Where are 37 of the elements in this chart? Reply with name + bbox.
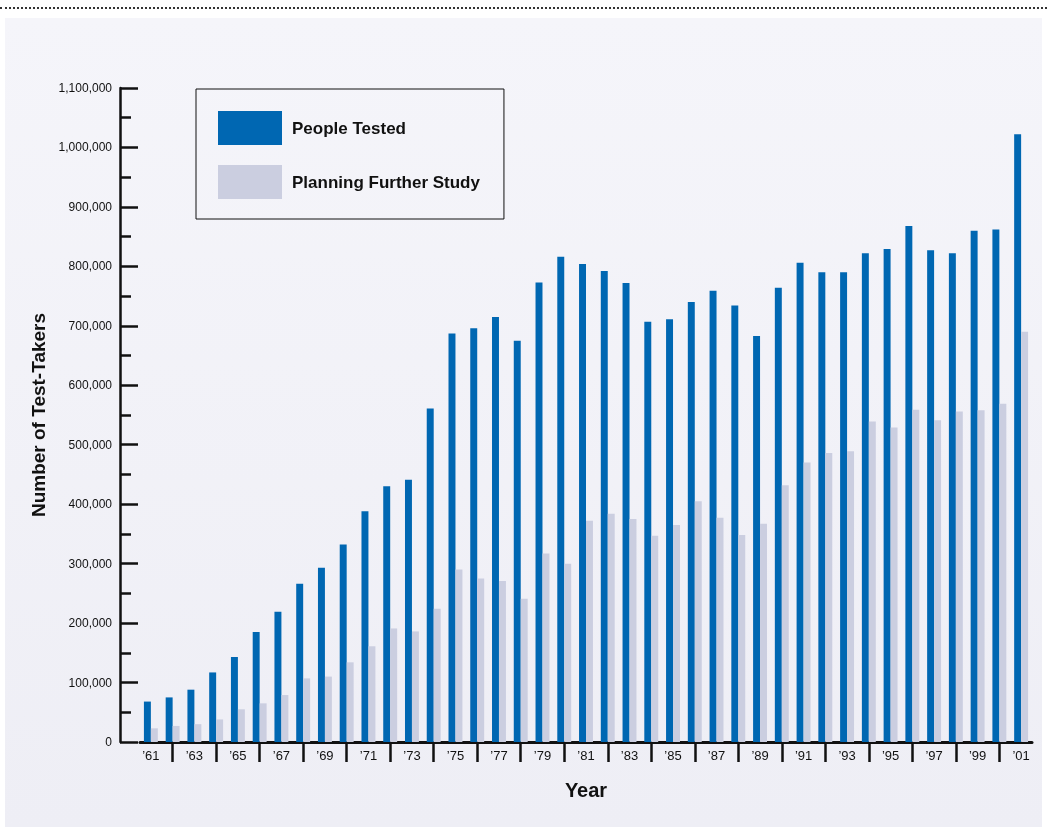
y-axis-title: Number of Test-Takers: [27, 312, 49, 518]
legend-label: People Tested: [292, 118, 406, 138]
x-tick-label: ’65: [229, 748, 247, 763]
y-tick-label: 0: [105, 735, 113, 749]
x-tick-label: ’93: [838, 748, 856, 763]
x-tick-label: ’71: [359, 748, 378, 763]
y-tick-label: 600,000: [68, 378, 113, 393]
x-tick-label: ’75: [446, 748, 465, 763]
x-tick-label: ’81: [577, 748, 595, 763]
y-tick-label: 500,000: [68, 437, 113, 452]
x-tick-label: ’01: [1012, 748, 1030, 763]
x-tick-label: ’67: [272, 748, 291, 763]
x-tick-label: ’61: [142, 748, 160, 763]
y-tick-label: 900,000: [68, 199, 113, 214]
y-tick-label: 300,000: [68, 556, 113, 571]
y-tick-label: 1,100,000: [58, 81, 113, 95]
y-tick-label: 200,000: [68, 616, 113, 631]
y-tick-label: 100,000: [68, 675, 113, 690]
y-tick-label: 700,000: [68, 318, 113, 333]
x-tick-label: ’77: [490, 748, 508, 763]
x-tick-label: ’97: [925, 748, 943, 763]
x-tick-label: ’99: [968, 748, 987, 763]
x-tick-label: ’73: [403, 748, 421, 763]
legend-label: Planning Further Study: [292, 172, 481, 192]
x-tick-label: ’95: [881, 748, 900, 763]
x-tick-label: ’89: [751, 748, 769, 763]
x-tick-label: ’87: [707, 748, 726, 763]
y-tick-label: 400,000: [68, 497, 113, 512]
x-tick-label: ’69: [316, 748, 334, 763]
x-tick-label: ’79: [533, 748, 552, 763]
y-tick-label: 800,000: [68, 259, 113, 274]
x-tick-label: ’63: [185, 748, 204, 763]
x-axis-title: Year: [564, 779, 608, 801]
x-tick-label: ’85: [664, 748, 682, 763]
x-tick-label: ’83: [620, 748, 639, 763]
y-tick-label: 1,000,000: [58, 140, 113, 155]
x-tick-label: ’91: [794, 748, 813, 763]
